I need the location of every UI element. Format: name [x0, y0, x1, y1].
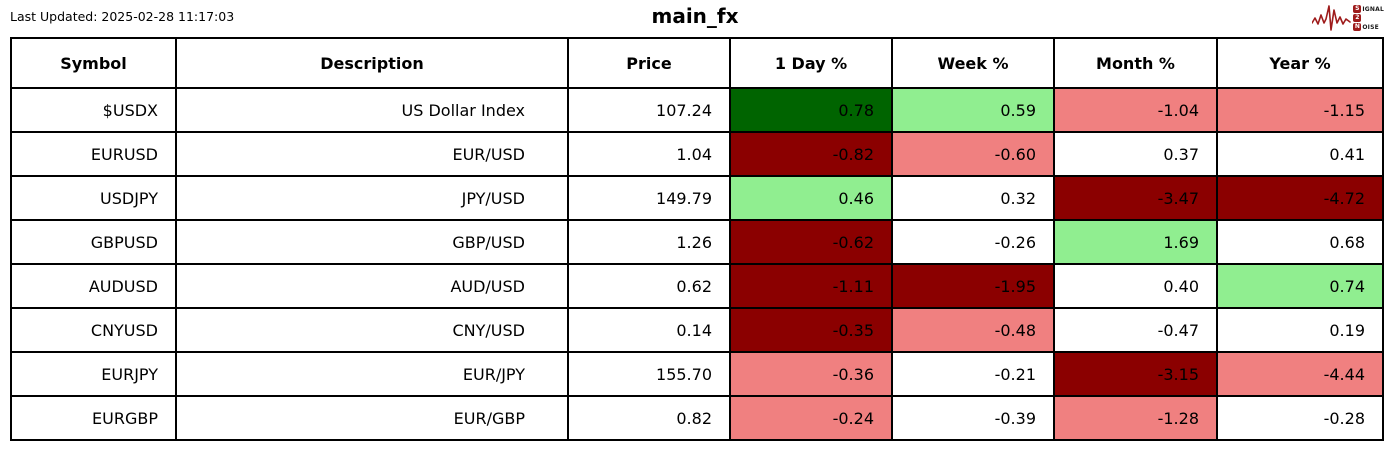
day-change-cell: -0.35 [729, 307, 893, 353]
week-change-cell: -1.95 [891, 263, 1055, 309]
last-updated-timestamp: Last Updated: 2025-02-28 11:17:03 [10, 9, 235, 24]
day-change-cell: -0.36 [729, 351, 893, 397]
header-row: Symbol Description Price 1 Day % Week % … [10, 37, 1384, 89]
day-change-cell: -0.62 [729, 219, 893, 265]
week-change-cell: -0.60 [891, 131, 1055, 177]
year-change-cell: 0.74 [1216, 263, 1384, 309]
month-change-cell: -0.47 [1053, 307, 1218, 353]
col-header-month: Month % [1053, 37, 1218, 89]
symbol-cell: CNYUSD [10, 307, 177, 353]
table-row: AUDUSD AUD/USD 0.62 -1.11 -1.95 0.40 0.74 [10, 263, 1384, 309]
signal2noise-logo: S IGNAL 2 N OISE [1312, 2, 1384, 34]
fx-table-body: $USDX US Dollar Index 107.24 0.78 0.59 -1.04-… [10, 87, 1384, 441]
month-change-cell: -3.47 [1053, 175, 1218, 221]
week-change-cell: 0.32 [891, 175, 1055, 221]
table-row: GBPUSD GBP/USD 1.26 -0.62 -0.26 1.69 0.68 [10, 219, 1384, 265]
col-header-description: Description [175, 37, 569, 89]
month-change-cell: -1.04 [1053, 87, 1218, 133]
month-change-cell: 0.40 [1053, 263, 1218, 309]
fx-table: Symbol Description Price 1 Day % Week % … [10, 37, 1384, 441]
symbol-cell: USDJPY [10, 175, 177, 221]
table-row: EURUSD EUR/USD 1.04 -0.82 -0.60 0.37 0.41 [10, 131, 1384, 177]
description-cell: GBP/USD [175, 219, 569, 265]
col-header-1day: 1 Day % [729, 37, 893, 89]
symbol-cell: AUDUSD [10, 263, 177, 309]
price-cell: 149.79 [567, 175, 731, 221]
table-row: EURGBP EUR/GBP 0.82 -0.24 -0.39 -1.28 -0.28 [10, 395, 1384, 441]
symbol-cell: EURGBP [10, 395, 177, 441]
price-cell: 0.14 [567, 307, 731, 353]
logo-word-signal: IGNAL [1362, 5, 1384, 13]
price-cell: 0.82 [567, 395, 731, 441]
col-header-year: Year % [1216, 37, 1384, 89]
price-cell: 155.70 [567, 351, 731, 397]
year-change-cell: 0.19 [1216, 307, 1384, 353]
logo-letter-n: N [1353, 23, 1362, 31]
col-header-price: Price [567, 37, 731, 89]
symbol-cell: EURUSD [10, 131, 177, 177]
description-cell: US Dollar Index [175, 87, 569, 133]
price-cell: 107.24 [567, 87, 731, 133]
day-change-cell: -1.11 [729, 263, 893, 309]
logo-letter-s: S [1353, 5, 1362, 13]
page-title: main_fx [651, 4, 739, 28]
day-change-cell: -0.24 [729, 395, 893, 441]
month-change-cell: -1.28 [1053, 395, 1218, 441]
description-cell: EUR/GBP [175, 395, 569, 441]
col-header-week: Week % [891, 37, 1055, 89]
year-change-cell: -4.72 [1216, 175, 1384, 221]
month-change-cell: 0.37 [1053, 131, 1218, 177]
year-change-cell: 0.68 [1216, 219, 1384, 265]
week-change-cell: -0.48 [891, 307, 1055, 353]
week-change-cell: -0.21 [891, 351, 1055, 397]
table-row: CNYUSD CNY/USD 0.14 -0.35 -0.48 -0.47 0.19 [10, 307, 1384, 353]
symbol-cell: GBPUSD [10, 219, 177, 265]
description-cell: AUD/USD [175, 263, 569, 309]
logo-word-noise: OISE [1362, 23, 1379, 31]
fx-table-header: Symbol Description Price 1 Day % Week % … [10, 37, 1384, 89]
description-cell: EUR/JPY [175, 351, 569, 397]
day-change-cell: -0.82 [729, 131, 893, 177]
week-change-cell: 0.59 [891, 87, 1055, 133]
week-change-cell: -0.26 [891, 219, 1055, 265]
day-change-cell: 0.78 [729, 87, 893, 133]
day-change-cell: 0.46 [729, 175, 893, 221]
month-change-cell: 1.69 [1053, 219, 1218, 265]
year-change-cell: -4.44 [1216, 351, 1384, 397]
week-change-cell: -0.39 [891, 395, 1055, 441]
logo-wordmark: S IGNAL 2 N OISE [1353, 5, 1384, 31]
logo-letter-2: 2 [1353, 14, 1362, 22]
heartbeat-waveform-icon [1312, 5, 1352, 31]
month-change-cell: -3.15 [1053, 351, 1218, 397]
year-change-cell: 0.41 [1216, 131, 1384, 177]
symbol-cell: EURJPY [10, 351, 177, 397]
description-cell: EUR/USD [175, 131, 569, 177]
year-change-cell: -1.15 [1216, 87, 1384, 133]
table-row: USDJPY JPY/USD 149.79 0.46 0.32 -3.47 -4.72 [10, 175, 1384, 221]
col-header-symbol: Symbol [10, 37, 177, 89]
price-cell: 0.62 [567, 263, 731, 309]
table-row: EURJPY EUR/JPY 155.70 -0.36 -0.21 -3.15 -4.44 [10, 351, 1384, 397]
description-cell: CNY/USD [175, 307, 569, 353]
year-change-cell: -0.28 [1216, 395, 1384, 441]
price-cell: 1.26 [567, 219, 731, 265]
description-cell: JPY/USD [175, 175, 569, 221]
table-row: $USDX US Dollar Index 107.24 0.78 0.59 -1.04-… [10, 87, 1384, 133]
symbol-cell: $USDX [10, 87, 177, 133]
price-cell: 1.04 [567, 131, 731, 177]
